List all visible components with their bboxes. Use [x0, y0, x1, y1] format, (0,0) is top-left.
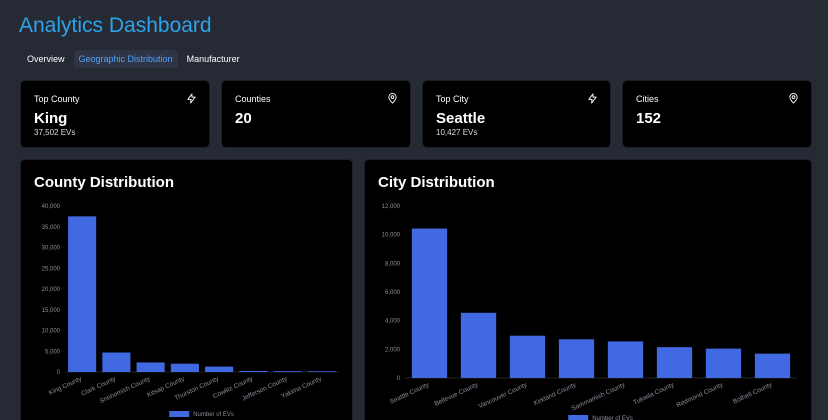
bar[interactable] — [411, 228, 448, 378]
bar[interactable] — [136, 362, 165, 372]
y-tick-label: 20,000 — [42, 287, 61, 293]
stat-value: King — [34, 110, 68, 127]
bar[interactable] — [68, 216, 97, 372]
city-distribution-panel: 0 2,000 4,000 6,000 8,000 10,000 12,000 Seattle… — [364, 159, 812, 420]
y-tick-label: 10,000 — [42, 329, 61, 335]
y-tick-label: 8,000 — [385, 261, 401, 267]
y-tick-label: 5,000 — [45, 349, 61, 355]
county-distribution-panel: 0 5,000 10,000 15,000 20,000 25,000 30,000 35,0… — [20, 159, 353, 420]
stat-label: Top City — [436, 94, 469, 104]
x-tick-label: Sammamish County — [570, 381, 627, 412]
x-tick-label: Kirkland County — [533, 381, 578, 407]
x-tick-label: Seattle County — [389, 381, 431, 406]
y-tick-label: 12,000 — [382, 204, 401, 210]
map-pin-icon — [388, 93, 397, 104]
chart-title: County Distribution — [34, 174, 174, 191]
bar[interactable] — [170, 363, 199, 372]
page-title: Analytics Dashboard — [19, 14, 212, 37]
bar[interactable] — [656, 347, 693, 378]
stat-value: 20 — [235, 110, 252, 127]
stat-card-counties: Counties 20 — [221, 80, 411, 148]
x-tick-label: Bothell County — [732, 381, 774, 406]
map-pin-icon — [789, 93, 798, 104]
legend-label: Number of EVs — [592, 416, 633, 420]
bar[interactable] — [205, 366, 234, 372]
tab-manufacturer[interactable]: Manufacturer — [186, 54, 240, 64]
legend-label: Number of EVs — [193, 412, 234, 418]
bar[interactable] — [705, 348, 742, 378]
lightning-icon — [187, 93, 196, 104]
bar[interactable] — [509, 335, 546, 378]
bar[interactable] — [558, 339, 595, 378]
y-tick-label: 40,000 — [42, 204, 61, 210]
y-tick-label: 6,000 — [385, 290, 401, 296]
bar[interactable] — [239, 370, 268, 372]
stat-label: Counties — [235, 94, 271, 104]
stat-subtext: 37,502 EVs — [34, 128, 76, 137]
bar[interactable] — [754, 353, 791, 378]
legend-swatch — [169, 411, 190, 417]
stat-card-cities: Cities 152 — [622, 80, 812, 148]
stat-card-top-city: Top City Seattle 10,427 EVs — [422, 80, 611, 148]
stat-card-top-county: Top County King 37,502 EVs — [20, 80, 210, 148]
bar[interactable] — [607, 341, 644, 378]
bar[interactable] — [460, 312, 497, 378]
bar[interactable] — [273, 371, 302, 372]
stat-subtext: 10,427 EVs — [436, 128, 478, 137]
tab-geographic-distribution[interactable]: Geographic Distribution — [73, 50, 178, 68]
y-tick-label: 0 — [397, 376, 401, 382]
tab-bar: Overview Geographic Distribution Manufac… — [22, 50, 245, 68]
x-tick-label: Redmond County — [676, 381, 725, 409]
y-tick-label: 0 — [57, 370, 61, 376]
county-distribution-chart: 0 5,000 10,000 15,000 20,000 25,000 30,000 35,0… — [42, 204, 339, 418]
y-tick-label: 4,000 — [385, 319, 401, 325]
tab-overview[interactable]: Overview — [27, 54, 65, 64]
stat-label: Top County — [34, 94, 80, 104]
y-tick-label: 15,000 — [42, 308, 61, 314]
x-tick-label: Bellevue County — [433, 381, 480, 408]
y-tick-label: 10,000 — [382, 233, 401, 239]
lightning-icon — [588, 93, 597, 104]
bar[interactable] — [102, 352, 131, 372]
city-distribution-chart: 0 2,000 4,000 6,000 8,000 10,000 12,000 Seattle… — [382, 204, 797, 420]
stat-value: 152 — [636, 110, 662, 127]
legend-swatch — [568, 415, 589, 420]
stat-label: Cities — [636, 94, 659, 104]
x-tick-label: Tukwila County — [632, 381, 676, 406]
x-tick-label: King County — [48, 375, 84, 397]
y-tick-label: 2,000 — [385, 347, 401, 353]
chart-title: City Distribution — [378, 174, 495, 191]
stat-value: Seattle — [436, 110, 486, 127]
x-tick-label: Vancouver County — [477, 381, 529, 410]
y-tick-label: 30,000 — [42, 246, 61, 252]
y-tick-label: 35,000 — [42, 225, 61, 231]
bar[interactable] — [307, 371, 336, 372]
y-tick-label: 25,000 — [42, 266, 61, 272]
